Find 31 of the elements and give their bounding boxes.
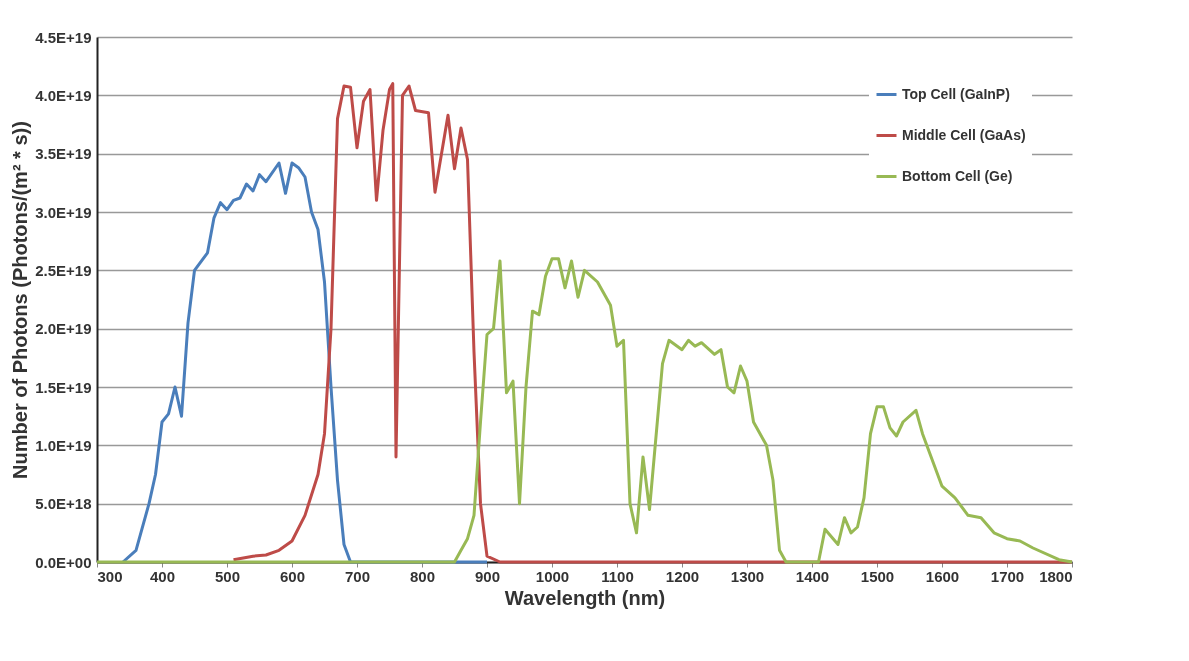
y-tick-label: 3.0E+19 xyxy=(35,203,92,221)
legend-label: Bottom Cell (Ge) xyxy=(902,167,1013,184)
x-tick-label: 1200 xyxy=(665,567,700,585)
y-tick-label: 4.5E+19 xyxy=(35,28,92,46)
x-tick-label: 900 xyxy=(474,567,501,585)
y-tick-label: 1.0E+19 xyxy=(35,436,92,454)
x-tick-label: 1300 xyxy=(730,567,765,585)
x-tick-label: 800 xyxy=(409,567,436,585)
x-tick-label: 400 xyxy=(149,567,176,585)
y-tick-label: 4.0E+19 xyxy=(35,86,92,104)
x-tick-label: 500 xyxy=(214,567,241,585)
y-tick-label: 1.5E+19 xyxy=(35,378,92,396)
y-tick-label: 2.0E+19 xyxy=(35,320,92,338)
legend-label: Top Cell (GaInP) xyxy=(902,85,1010,102)
x-tick-label: 600 xyxy=(279,567,306,585)
y-tick-label: 5.0E+18 xyxy=(35,495,92,513)
x-tick-label: 1000 xyxy=(535,567,570,585)
x-tick-label: 1500 xyxy=(860,567,895,585)
y-tick-label: 2.5E+19 xyxy=(35,261,92,279)
x-tick-label: 700 xyxy=(344,567,371,585)
x-tick-label: 1100 xyxy=(601,567,634,585)
y-axis-title: Number of Photons (Photons/(m² * s)) xyxy=(9,121,32,479)
x-tick-label: 300 xyxy=(97,567,123,585)
x-tick-label: 1600 xyxy=(925,567,960,585)
x-axis-title: Wavelength (nm) xyxy=(504,586,666,609)
legend-label: Middle Cell (GaAs) xyxy=(902,126,1026,143)
y-tick-label: 3.5E+19 xyxy=(35,145,92,163)
y-tick-label: 0.0E+00 xyxy=(35,553,92,571)
x-tick-label: 1800 xyxy=(1039,567,1073,585)
x-tick-label: 1700 xyxy=(990,567,1025,585)
x-tick-label: 1400 xyxy=(795,567,830,585)
